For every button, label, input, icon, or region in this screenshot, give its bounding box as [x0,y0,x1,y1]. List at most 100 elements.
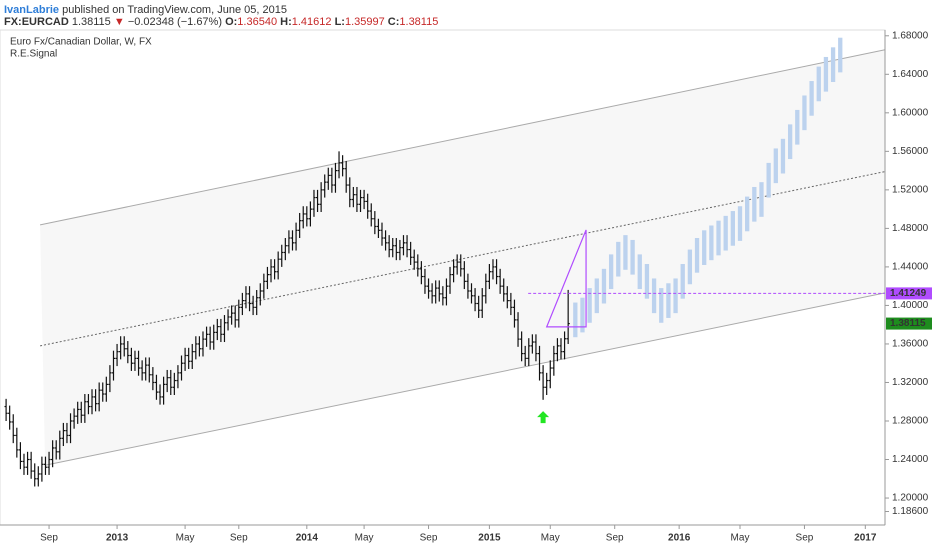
price-label-box [886,287,932,300]
ohlc-bar [434,280,438,304]
ohlc-bar [190,343,194,369]
x-tick-label: 2014 [296,533,319,544]
ohlc-bar [426,278,431,299]
ohlc-bar [290,230,295,251]
ohlc-bar [534,334,538,362]
low-label: L: [335,16,345,28]
ohlc-bar [15,427,19,458]
ohlc-bar [162,376,166,405]
ohlc-bar [337,151,341,179]
ohlc-bar [473,288,477,312]
ohlc-bar [477,295,481,318]
ohlc-bar [537,345,542,381]
ohlc-bar [61,422,65,447]
projection-bar [694,238,700,273]
ohlc-bar [294,222,298,251]
ohlc-bar [144,357,148,381]
ohlc-bar [269,259,273,283]
ohlc-bar [376,218,381,239]
ohlc-bar [187,347,191,369]
projection-bar [587,288,592,323]
projection-bar [630,239,635,275]
projection-bar [766,162,771,198]
open: 1.36540 [237,16,277,28]
close: 1.38115 [399,16,438,28]
ohlc-bar [319,182,323,213]
ohlc-bar [437,280,441,302]
ohlc-bar [505,286,509,309]
x-tick-label: Sep [40,533,58,544]
ohlc-bar [122,336,126,357]
x-tick-label: 2016 [668,533,691,544]
change: −0.02348 (−1.67%) [128,16,222,28]
ohlc-bar [58,430,62,460]
ohlc-bar [498,268,502,294]
ohlc-bar [108,365,112,393]
low: 1.35997 [345,16,385,28]
x-tick-label: May [176,533,195,544]
ohlc-bar [262,273,266,299]
projection-bar [644,264,650,299]
projection-bar [666,283,671,318]
ohlc-bar [315,189,320,213]
ohlc-bar [430,283,434,304]
ohlc-bar [126,341,130,364]
x-tick-label: Sep [420,533,438,544]
chart-subtitle: R.E.Signal [10,49,57,60]
ohlc-bar [265,266,270,290]
close-label: C: [388,16,400,28]
ohlc-bar [226,309,230,331]
projection-triangle [545,229,587,328]
author[interactable]: IvanLabrie [4,4,59,16]
ohlc-bar [86,394,91,415]
ohlc-bar [305,206,309,227]
projection-bar [787,124,793,160]
y-tick-label: 1.20000 [892,493,929,504]
ohlc-bar [40,456,44,482]
y-tick-label: 1.40000 [892,300,929,311]
quote-line: FX:EURCAD 1.38115 ▼ −0.02348 (−1.67%) O:… [4,16,438,28]
ohlc-bar [104,376,108,402]
projection-bar [759,182,764,217]
high-label: H: [280,16,292,28]
channel-fill [40,49,885,466]
ohlc-bar [165,369,169,393]
projection-bar [730,211,735,246]
ohlc-bar [33,463,37,487]
ohlc-bar [179,355,184,381]
projection-bar [723,215,728,251]
ohlc-bar [204,326,209,347]
ohlc-bar [247,286,252,312]
ohlc-bar [4,398,8,421]
x-tick-label: Sep [796,533,814,544]
y-tick-label: 1.24000 [892,454,929,465]
ohlc-bar [172,372,176,395]
y-tick-label: 1.52000 [892,185,929,196]
ohlc-bar [11,414,15,444]
projection-bar [608,254,614,290]
y-tick-label: 1.64000 [892,69,929,80]
chart-title: Euro Fx/Canadian Dollar, W, FX [10,37,152,48]
ohlc-bar [222,315,227,343]
ohlc-bar [197,336,202,357]
ohlc-bar [494,259,499,285]
ohlc-bar [451,259,456,283]
ohlc-bar [18,442,23,470]
projection-bar [737,206,743,241]
ohlc-bar [169,369,173,395]
ohlc-bar [348,177,352,208]
ohlc-bar [441,286,445,306]
ohlc-bar [158,384,162,405]
x-tick-label: 2017 [854,533,877,544]
ohlc-bar [272,259,277,280]
projection-bar [773,148,778,184]
ohlc-bar [401,235,406,256]
ohlc-bar [555,338,560,362]
ohlc-bar [416,254,420,277]
ohlc-bar [176,365,180,389]
projection-bar [795,109,800,145]
ohlc-bar [459,254,463,277]
ohlc-bar [566,289,570,344]
x-tick-label: Sep [230,533,248,544]
